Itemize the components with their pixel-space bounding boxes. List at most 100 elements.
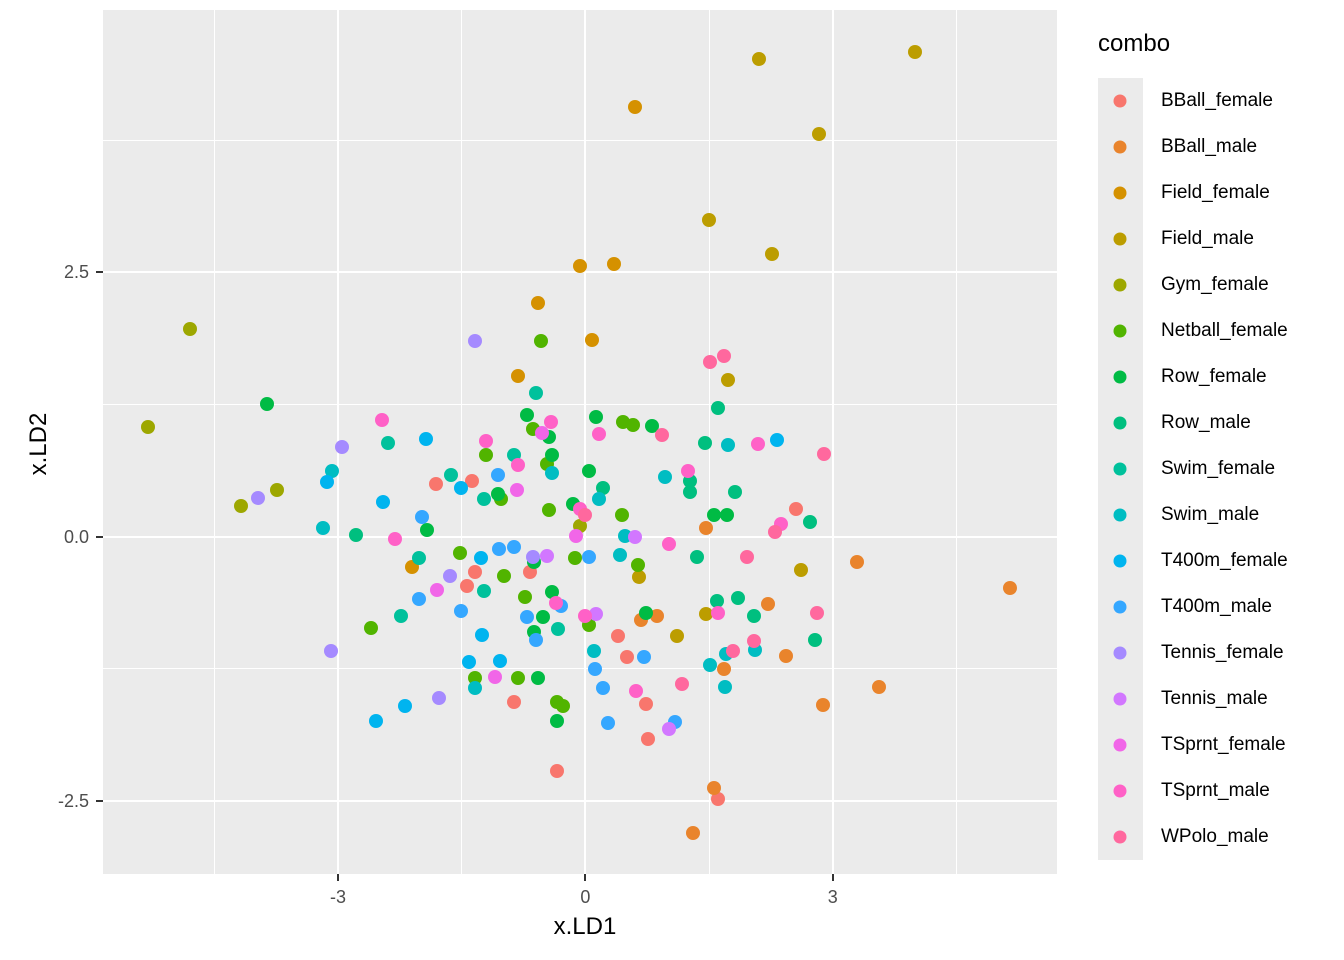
data-point-Row_male [710,594,725,609]
plot-panel [103,10,1057,874]
data-point-Row_male [689,549,704,564]
data-point-Netball_female [479,448,494,463]
data-point-BBall_female [429,476,444,491]
data-point-Tennis_female [431,691,446,706]
data-point-T400m_male [506,540,521,555]
legend-dot-T400m_female [1113,554,1127,568]
legend-dot-TSprnt_female [1113,738,1127,752]
data-point-BBall_female [459,579,474,594]
data-point-BBall_female [619,650,634,665]
data-point-BBall_male [778,649,793,664]
legend-dot-Swim_male [1113,508,1127,522]
data-point-Row_male [802,514,817,529]
data-point-TSprnt_male [478,434,493,449]
data-point-T400m_male [490,468,505,483]
data-point-T400m_male [596,680,611,695]
data-point-TSprnt_female [487,670,502,685]
data-point-Swim_male [612,547,627,562]
data-point-Row_female [720,508,735,523]
gridline-major-x [584,10,587,874]
legend-item-BBall_male: BBall_male [1098,124,1344,170]
data-point-TSprnt_female [535,426,550,440]
data-point-Netball_female [631,558,646,573]
data-point-T400m_female [419,432,434,447]
data-point-Swim_male [592,491,607,506]
data-point-TSprnt_male [629,684,644,699]
data-point-Tennis_female [335,439,350,454]
data-point-Swim_female [393,608,408,623]
data-point-Swim_female [476,491,491,506]
legend-label-BBall_male: BBall_male [1161,136,1258,157]
data-point-T400m_male [415,509,430,524]
data-point-Row_male [746,608,761,623]
legend-label-BBall_female: BBall_female [1161,90,1273,111]
legend-dot-Gym_female [1113,278,1127,292]
data-point-Tennis_female [443,568,458,583]
legend-label-T400m_male: T400m_male [1161,596,1272,617]
data-point-WPolo_male [578,508,593,523]
y-tick-label: 2.5 [63,262,89,283]
data-point-Tennis_male [589,606,604,621]
data-point-T400m_male [636,650,651,665]
data-point-T400m_female [770,433,785,448]
data-point-WPolo_male [768,525,782,540]
legend-label-Row_male: Row_male [1161,412,1251,433]
data-point-Swim_male [702,657,717,672]
data-point-Netball_female [614,508,629,523]
data-point-BBall_male [1003,581,1017,596]
gridline-major-y [103,800,1057,803]
data-point-Field_male [764,247,779,262]
legend-item-T400m_female: T400m_female [1098,538,1344,584]
data-point-BBall_female [639,696,654,711]
data-point-Tennis_male [662,722,677,737]
legend-dot-Tennis_female [1113,646,1127,660]
data-point-Field_male [669,629,684,644]
data-point-BBall_male [698,521,713,536]
legend: combo BBall_female BBall_male Field_female… [1098,30,1344,860]
data-point-BBall_male [686,825,701,840]
data-point-Tennis_male [627,529,642,544]
data-point-Field_male [698,606,713,621]
data-point-Row_male [697,435,712,450]
y-tick-mark [96,271,103,274]
x-tick-label: 0 [580,887,591,907]
legend-item-Row_male: Row_male [1098,400,1344,446]
y-tick-label: 0.0 [63,526,89,547]
x-tick-mark [336,874,339,881]
data-point-Netball_female [556,698,571,713]
data-point-WPolo_male [739,549,754,564]
data-point-TSprnt_male [387,531,402,546]
data-point-Field_male [908,45,923,60]
legend-item-Tennis_male: Tennis_male [1098,676,1344,722]
data-point-WPolo_male [702,355,717,370]
data-point-TSprnt_male [750,436,765,451]
gridline-minor-x [955,10,957,874]
data-point-BBall_male [849,555,864,570]
data-point-TSprnt_female [429,582,444,597]
data-point-T400m_male [411,592,426,607]
data-point-Field_male [751,51,766,66]
data-point-Field_female [607,256,622,271]
legend-dot-Field_female [1113,186,1127,200]
data-point-Swim_female [443,468,458,483]
data-point-TSprnt_male [681,464,696,479]
data-point-T400m_male [600,715,615,730]
data-point-Netball_female [453,545,468,560]
data-point-Swim_male [717,679,732,694]
legend-dot-T400m_male [1113,600,1127,614]
data-point-Row_female [706,508,721,523]
gridline-minor-y [103,403,1057,405]
legend-item-Tennis_female: Tennis_female [1098,630,1344,676]
data-point-TSprnt_male [543,415,558,430]
legend-label-Tennis_female: Tennis_female [1161,642,1284,663]
data-point-T400m_male [453,603,468,618]
data-point-TSprnt_male [548,596,563,611]
data-point-TSprnt_male [662,537,677,552]
legend-item-Field_male: Field_male [1098,216,1344,262]
data-point-TSprnt_male [510,457,525,472]
legend-label-Row_female: Row_female [1161,366,1267,387]
data-point-Field_female [627,100,642,115]
data-point-Row_female [260,397,275,412]
data-point-T400m_female [473,550,488,565]
legend-dot-WPolo_male [1113,830,1127,844]
